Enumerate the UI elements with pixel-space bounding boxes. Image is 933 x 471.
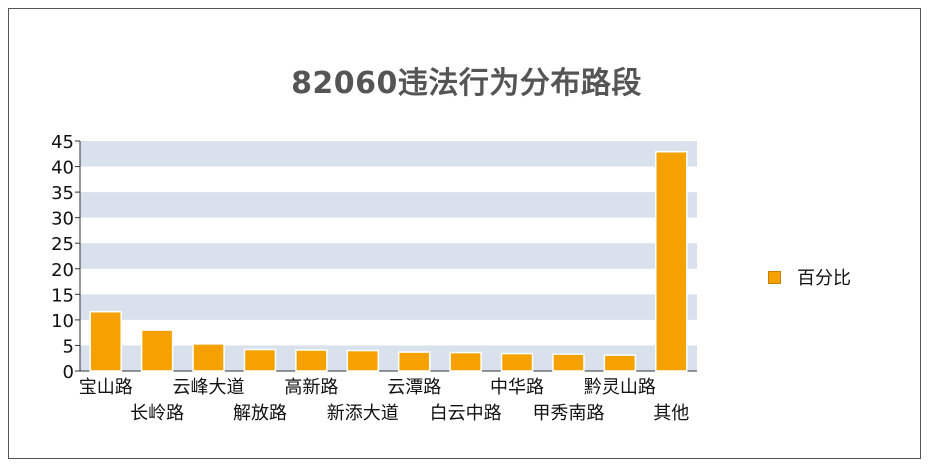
bar: [552, 353, 585, 372]
x-category-label: 高新路: [284, 377, 338, 398]
bar: [192, 343, 225, 372]
y-tick-label: 5: [63, 336, 74, 357]
x-category-label: 云峰大道: [173, 377, 245, 398]
bar: [89, 310, 122, 372]
legend-label: 百分比: [797, 268, 851, 289]
x-category-label: 宝山路: [79, 377, 133, 398]
y-tick-label: 25: [51, 234, 74, 255]
bar: [449, 351, 482, 372]
bar: [603, 354, 637, 372]
y-tick-label: 15: [51, 285, 74, 306]
y-tick-label: 10: [51, 311, 74, 332]
y-tick-label: 35: [51, 183, 74, 204]
y-tick-label: 30: [51, 209, 74, 230]
y-tick-label: 0: [63, 362, 74, 383]
x-category-label: 其他: [653, 403, 689, 424]
bar: [655, 150, 688, 372]
bar: [140, 329, 174, 372]
y-tick-label: 40: [51, 158, 74, 179]
legend-swatch: [768, 270, 781, 284]
x-category-label: 云潭路: [387, 377, 441, 398]
grid-band: [80, 345, 697, 371]
x-category-label: 解放路: [233, 403, 287, 424]
bar: [500, 352, 534, 372]
chart-title: 82060违法行为分布路段: [291, 66, 642, 101]
bar: [295, 349, 328, 372]
legend: 百分比: [768, 264, 851, 290]
grid-band: [80, 243, 697, 269]
x-category-label: 中华路: [490, 377, 544, 398]
x-category-label: 长岭路: [130, 403, 184, 424]
x-category-label: 黔灵山路: [584, 377, 656, 398]
y-tick-label: 20: [51, 260, 74, 281]
x-category-label: 甲秀南路: [532, 403, 604, 424]
grid-band: [80, 192, 697, 218]
y-tick-label: 45: [51, 132, 74, 153]
grid-band: [80, 294, 697, 320]
bar: [243, 348, 277, 372]
bar: [397, 351, 431, 372]
x-category-label: 新添大道: [327, 403, 399, 424]
bar: [346, 349, 380, 372]
x-category-label: 白云中路: [430, 403, 502, 424]
chart-frame: [8, 8, 921, 459]
grid-band: [80, 141, 697, 167]
